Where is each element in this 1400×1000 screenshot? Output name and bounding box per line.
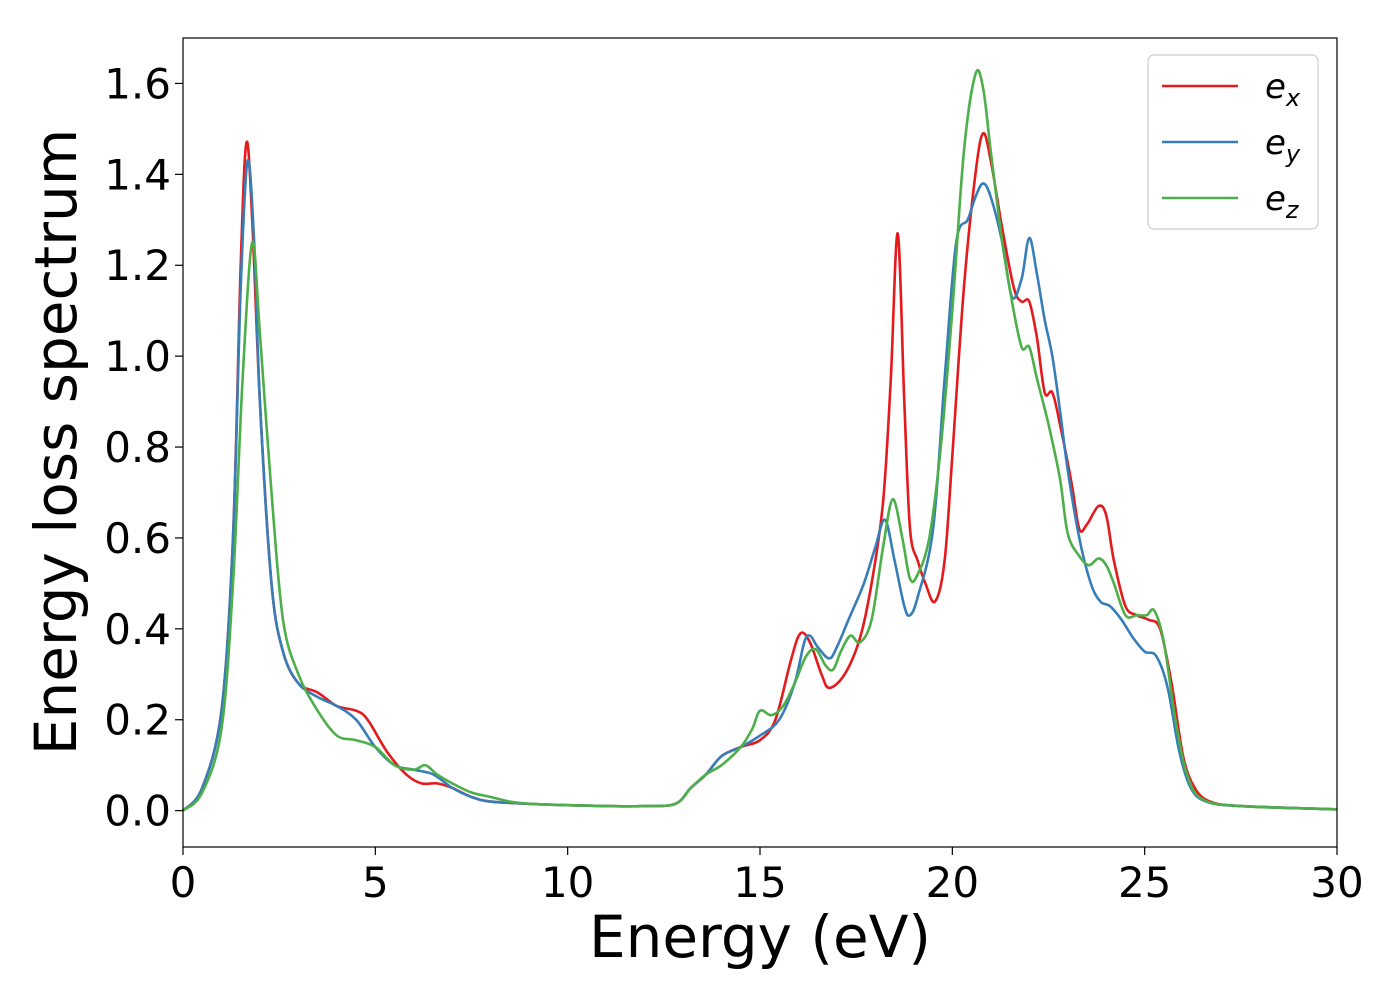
y-tick-label: 0.2 (104, 696, 171, 745)
y-tick-label: 0.4 (104, 605, 171, 654)
y-tick-label: 1.2 (104, 241, 171, 290)
series-layer (182, 68, 1338, 812)
y-axis: 0.0 0.2 0.4 0.6 0.8 1.0 1.2 1.4 1.6 (104, 59, 183, 836)
legend-label-x: ex (1265, 67, 1301, 112)
x-tick-label: 5 (362, 858, 389, 907)
x-axis-label: Energy (eV) (589, 903, 931, 971)
y-tick-label: 0.8 (104, 423, 171, 472)
y-tick-label: 0.0 (104, 787, 171, 836)
x-tick-label: 25 (1118, 858, 1171, 907)
y-tick-label: 1.0 (104, 332, 171, 381)
y-tick-label: 0.6 (104, 514, 171, 563)
x-tick-label: 20 (926, 858, 979, 907)
legend: ex ey ez (1147, 54, 1319, 230)
x-tick-label: 0 (170, 858, 197, 907)
y-tick-label: 1.6 (104, 59, 171, 108)
series-line-y (182, 158, 1338, 812)
series-line-z (182, 68, 1338, 812)
legend-label-y: ey (1265, 123, 1301, 168)
x-tick-label: 30 (1310, 858, 1363, 907)
x-axis: 0 5 10 15 20 25 30 (170, 847, 1364, 907)
series-line-x (182, 131, 1338, 812)
x-tick-label: 15 (733, 858, 786, 907)
y-tick-label: 1.4 (104, 150, 171, 199)
y-axis-label: Energy loss spectrum (22, 129, 90, 755)
x-tick-label: 10 (541, 858, 594, 907)
legend-label-z: ez (1265, 179, 1300, 224)
